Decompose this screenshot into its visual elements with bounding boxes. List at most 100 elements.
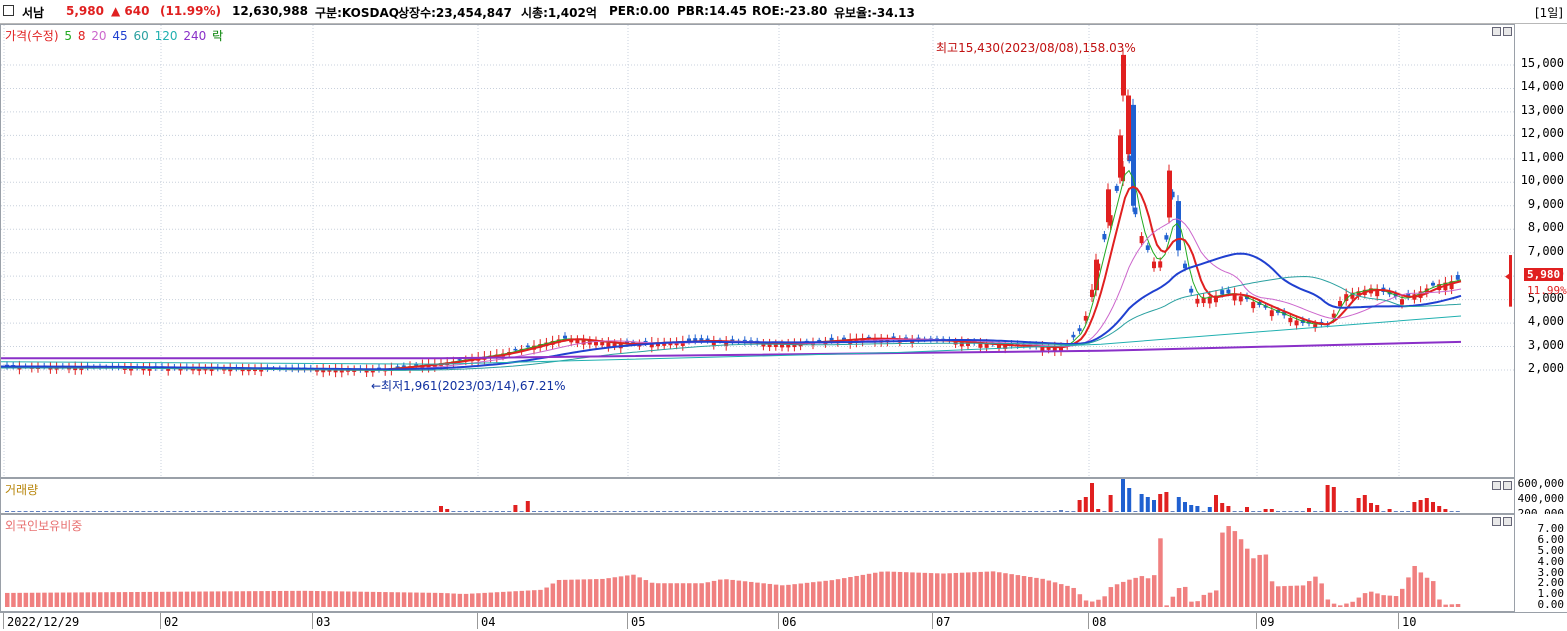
candle-body — [1313, 324, 1318, 329]
current-price: 5,980 — [66, 4, 104, 18]
foreign-ratio-bar — [1164, 605, 1169, 607]
volume-minimize-button[interactable] — [1492, 481, 1501, 490]
candle-body — [662, 342, 667, 346]
candle-body — [1106, 189, 1111, 223]
volume-bar — [160, 511, 164, 512]
foreign-ratio-bar — [1090, 601, 1095, 607]
volume-bar — [922, 511, 927, 512]
foreign-ratio-bar — [742, 581, 748, 607]
current-price-pct: 11.99% — [1527, 284, 1567, 297]
candle-body — [1145, 245, 1150, 250]
foreign-ratio-bar — [1065, 585, 1070, 607]
volume-bar — [352, 511, 357, 512]
candle-body — [600, 342, 605, 346]
volume-bar — [104, 511, 109, 512]
volume-bar — [798, 511, 803, 512]
price-change: ▲ 640 — [111, 4, 150, 18]
candle-body — [1238, 296, 1243, 302]
volume-bar — [1114, 511, 1119, 512]
volume-bar — [854, 511, 859, 512]
foreign-ratio-bar — [1059, 584, 1064, 607]
foreign-ratio-bar — [17, 592, 22, 607]
reserve-ratio: 유보율:-34.13 — [834, 6, 915, 20]
volume-bar — [401, 511, 406, 512]
candle-body — [780, 344, 784, 348]
foreign-ratio-bar — [1369, 591, 1374, 607]
volume-bar — [408, 511, 412, 512]
volume-bar — [1195, 506, 1200, 512]
foreign-minimize-button[interactable] — [1492, 517, 1501, 526]
foreign-ownership-canvas[interactable] — [1, 515, 1514, 611]
foreign-ratio-bar — [823, 580, 828, 607]
volume-bar — [823, 511, 828, 512]
candle-body — [253, 368, 257, 372]
foreign-ratio-bar — [408, 592, 413, 607]
volume-bar — [705, 511, 710, 512]
foreign-ratio-bar — [172, 591, 177, 607]
volume-bar — [129, 511, 133, 512]
volume-bar — [1083, 497, 1088, 512]
low-annotation: ←최저1,961(2023/03/14),67.21% — [371, 379, 566, 393]
candle-body — [315, 369, 319, 372]
foreign-ratio-bar — [135, 591, 140, 607]
foreign-ratio-bar — [662, 583, 667, 607]
date-tick-label: 2022/12/29 — [7, 615, 80, 629]
candle-body — [414, 364, 419, 366]
foreign-ratio-bar — [1263, 554, 1269, 607]
price-chart-panel[interactable]: 가격(수정) 5 8 20 45 60 120 240 락 최고15,430(2… — [0, 24, 1515, 478]
volume-bar — [687, 511, 691, 512]
volume-bar — [680, 511, 685, 512]
candle-body — [1195, 298, 1200, 304]
panel-close-button[interactable] — [1503, 27, 1512, 36]
foreign-ratio-bar — [1393, 596, 1399, 607]
volume-close-button[interactable] — [1503, 481, 1512, 490]
volume-bar — [860, 511, 865, 512]
stock-name[interactable]: 서남 — [22, 6, 45, 20]
volume-bar — [538, 511, 543, 512]
volume-bar — [1263, 509, 1268, 512]
volume-bar — [1059, 510, 1063, 512]
candle-body — [1094, 259, 1099, 291]
candle-body — [1126, 95, 1131, 155]
volume-bar — [1183, 502, 1187, 512]
volume-bar — [699, 511, 704, 512]
volume-bar — [11, 511, 16, 512]
candle-body — [984, 344, 989, 348]
period-selector[interactable]: [1일] — [1534, 6, 1563, 20]
panel-minimize-button[interactable] — [1492, 27, 1501, 36]
candle-body — [1059, 347, 1063, 352]
volume-bar — [197, 511, 202, 512]
foreign-ratio-bar — [904, 572, 909, 607]
volume-bar — [29, 511, 34, 512]
select-checkbox[interactable] — [3, 5, 14, 16]
volume-bar — [321, 511, 326, 512]
foreign-close-button[interactable] — [1503, 517, 1512, 526]
volume-bar — [879, 511, 884, 512]
date-tick-label: 10 — [1402, 615, 1417, 629]
volume-bar — [1034, 511, 1039, 512]
volume-chart-canvas[interactable] — [1, 479, 1514, 513]
price-chart-canvas[interactable] — [1, 25, 1514, 477]
foreign-ownership-panel[interactable]: 외국인보유비중 — [0, 514, 1515, 612]
volume-bar — [1424, 498, 1429, 512]
volume-chart-panel[interactable]: 거래량 — [0, 478, 1515, 514]
volume-bar — [1090, 483, 1094, 512]
volume-bar — [482, 511, 487, 512]
volume-bar — [265, 511, 270, 512]
foreign-ratio-bar — [786, 584, 791, 607]
foreign-ratio-bar — [773, 584, 779, 607]
volume-bar — [1449, 511, 1454, 512]
foreign-ratio-bar — [1288, 585, 1293, 607]
foreign-ratio-bar — [184, 591, 190, 607]
candle-body — [680, 341, 685, 346]
volume-bar — [1077, 500, 1082, 512]
date-tick-label: 09 — [1260, 615, 1275, 629]
foreign-ratio-bar — [848, 577, 853, 607]
volume-bar — [767, 511, 772, 512]
volume-bar — [1331, 487, 1336, 512]
candle-body — [699, 338, 704, 341]
volume-bar — [73, 511, 78, 512]
foreign-ratio-bar — [532, 590, 537, 607]
volume-bar — [1282, 511, 1287, 512]
foreign-ratio-bar — [618, 576, 624, 607]
